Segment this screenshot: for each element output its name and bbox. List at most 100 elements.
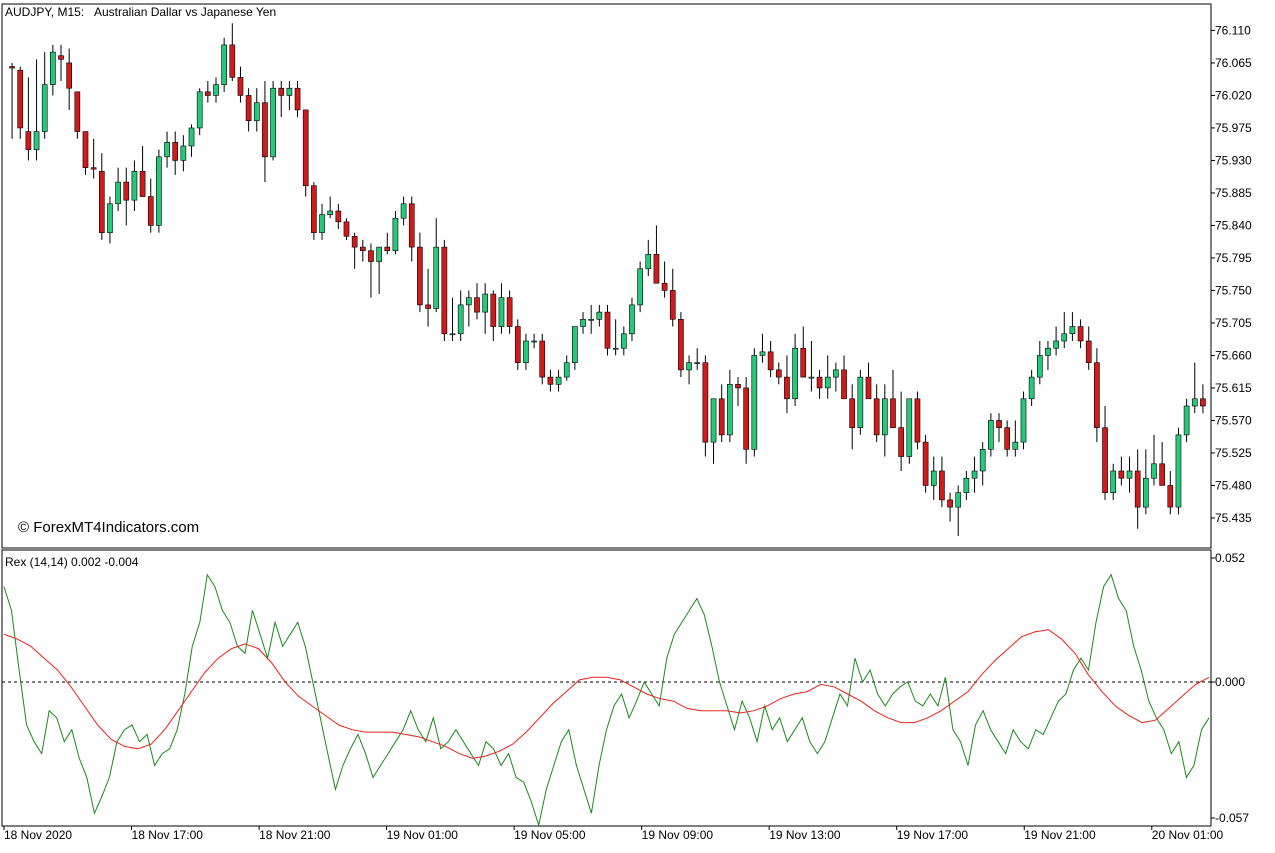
indicator-panel-frame xyxy=(1,549,1212,827)
candle-body-bear xyxy=(890,398,896,428)
candle xyxy=(262,81,268,183)
candle-body-bear xyxy=(139,170,146,197)
price-tick-label: 76.020 xyxy=(1215,88,1252,102)
candle xyxy=(466,290,472,327)
candle-body-bear xyxy=(335,210,342,223)
candle-body-bear xyxy=(661,282,668,291)
candle-body-bull xyxy=(1175,434,1182,508)
candle xyxy=(963,471,970,500)
candle xyxy=(743,377,749,464)
candle xyxy=(1085,326,1092,370)
candle-body-bull xyxy=(1036,355,1043,378)
candle xyxy=(833,362,839,392)
candle-body-bear xyxy=(849,398,856,428)
candle xyxy=(922,434,929,493)
candle xyxy=(1053,326,1059,356)
candle-body-bull xyxy=(833,369,839,378)
candle xyxy=(1102,406,1108,500)
candle xyxy=(1028,369,1035,406)
rex-signal-line xyxy=(3,629,1210,759)
candle xyxy=(604,304,611,356)
candle-body-bull xyxy=(751,355,758,450)
candle xyxy=(33,59,40,161)
candle xyxy=(343,218,350,240)
candle-body-bull xyxy=(164,142,170,158)
candle-body-bear xyxy=(514,326,521,363)
candle xyxy=(555,369,562,392)
candle-body-bull xyxy=(531,340,537,343)
candle-body-bull xyxy=(637,268,643,306)
candle xyxy=(1061,312,1068,349)
symbol-description: Australian Dallar vs Japanese Yen xyxy=(94,5,276,19)
candle xyxy=(286,81,293,110)
candle xyxy=(1020,391,1027,450)
candle xyxy=(947,492,953,522)
candle xyxy=(531,333,537,349)
candle-body-bull xyxy=(213,84,219,96)
candle xyxy=(1118,456,1125,486)
candle-body-bear xyxy=(865,376,872,400)
candle xyxy=(1094,348,1100,443)
candle xyxy=(17,66,24,139)
candle xyxy=(482,283,488,334)
candle xyxy=(539,333,546,385)
candle xyxy=(335,203,342,230)
candle xyxy=(302,109,309,197)
candle-body-bull xyxy=(727,384,733,436)
candle-body-bull xyxy=(180,145,187,161)
candle-body-bear xyxy=(939,470,945,501)
candle-body-bear xyxy=(441,246,448,335)
candle-body-bull xyxy=(971,470,978,479)
candle xyxy=(90,138,97,179)
candle xyxy=(824,355,831,399)
candle xyxy=(474,283,480,320)
candle xyxy=(351,232,358,269)
candle-body-bear xyxy=(262,102,268,158)
candle-body-bear xyxy=(25,131,32,150)
candle xyxy=(311,182,317,240)
candle-body-bull xyxy=(596,311,603,320)
candle xyxy=(702,355,709,457)
candle xyxy=(881,384,888,457)
candle-body-bull xyxy=(930,470,937,486)
candle xyxy=(253,88,260,132)
candle xyxy=(645,239,652,276)
price-tick-label: 75.570 xyxy=(1215,413,1252,427)
candle xyxy=(107,196,113,244)
candle-body-bear xyxy=(506,297,513,327)
candle xyxy=(1110,463,1117,500)
candle-body-bull xyxy=(1110,470,1117,493)
candle-body-bull xyxy=(33,131,40,150)
candle-body-bear xyxy=(205,91,211,96)
candle-body-bear xyxy=(311,185,317,233)
candle xyxy=(9,62,15,139)
candle xyxy=(237,66,244,103)
candle xyxy=(417,232,423,313)
candle xyxy=(816,369,823,399)
candle xyxy=(164,131,170,168)
candle-body-bull xyxy=(107,203,113,233)
candle xyxy=(58,44,64,81)
candle-body-bull xyxy=(629,304,635,335)
candle-body-bear xyxy=(1134,470,1141,508)
candle xyxy=(800,326,807,378)
candle-body-bear xyxy=(237,77,244,96)
candle-body-bull xyxy=(286,87,293,96)
candle xyxy=(865,362,872,400)
candle xyxy=(1134,449,1141,529)
candle-body-bear xyxy=(490,293,497,327)
candle-body-bear xyxy=(229,44,236,78)
candle xyxy=(1167,471,1174,515)
candle-body-bull xyxy=(482,293,488,313)
candle-body-bear xyxy=(1200,398,1206,407)
candle xyxy=(784,355,790,414)
candle xyxy=(449,297,456,341)
candle xyxy=(718,384,725,443)
candle-body-bear xyxy=(74,91,81,132)
candle xyxy=(433,218,440,313)
candle-body-bull xyxy=(686,362,692,371)
candle-body-bull xyxy=(400,203,407,219)
candle-body-bear xyxy=(775,369,782,378)
candle-body-bull xyxy=(963,477,970,493)
